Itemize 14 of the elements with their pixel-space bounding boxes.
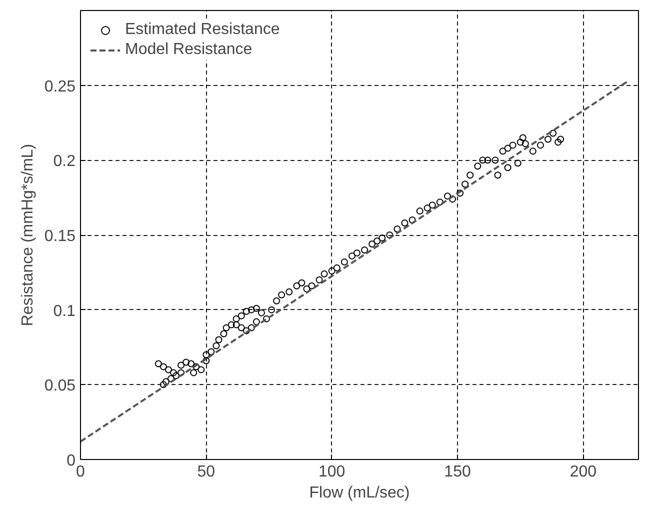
y-tick-label: 0.2 bbox=[53, 153, 76, 170]
y-tick-label: 0.15 bbox=[44, 228, 76, 245]
x-tick-label: 50 bbox=[197, 464, 216, 480]
y-tick-label: 0.05 bbox=[44, 378, 76, 395]
y-tick-label: 0.25 bbox=[44, 78, 76, 96]
legend-label: Estimated Resistance bbox=[125, 21, 280, 39]
legend-label: Model Resistance bbox=[125, 41, 252, 59]
y-axis-title: Resistance (mmHg*s/mL) bbox=[19, 144, 36, 326]
y-tick-label: 0.1 bbox=[53, 302, 76, 320]
x-tick-label: 100 bbox=[318, 464, 346, 480]
x-tick-label: 200 bbox=[570, 464, 597, 480]
x-axis-title: Flow (mL/sec) bbox=[309, 484, 410, 502]
y-tick-label: 0 bbox=[66, 452, 76, 470]
x-tick-label: 150 bbox=[444, 464, 471, 480]
